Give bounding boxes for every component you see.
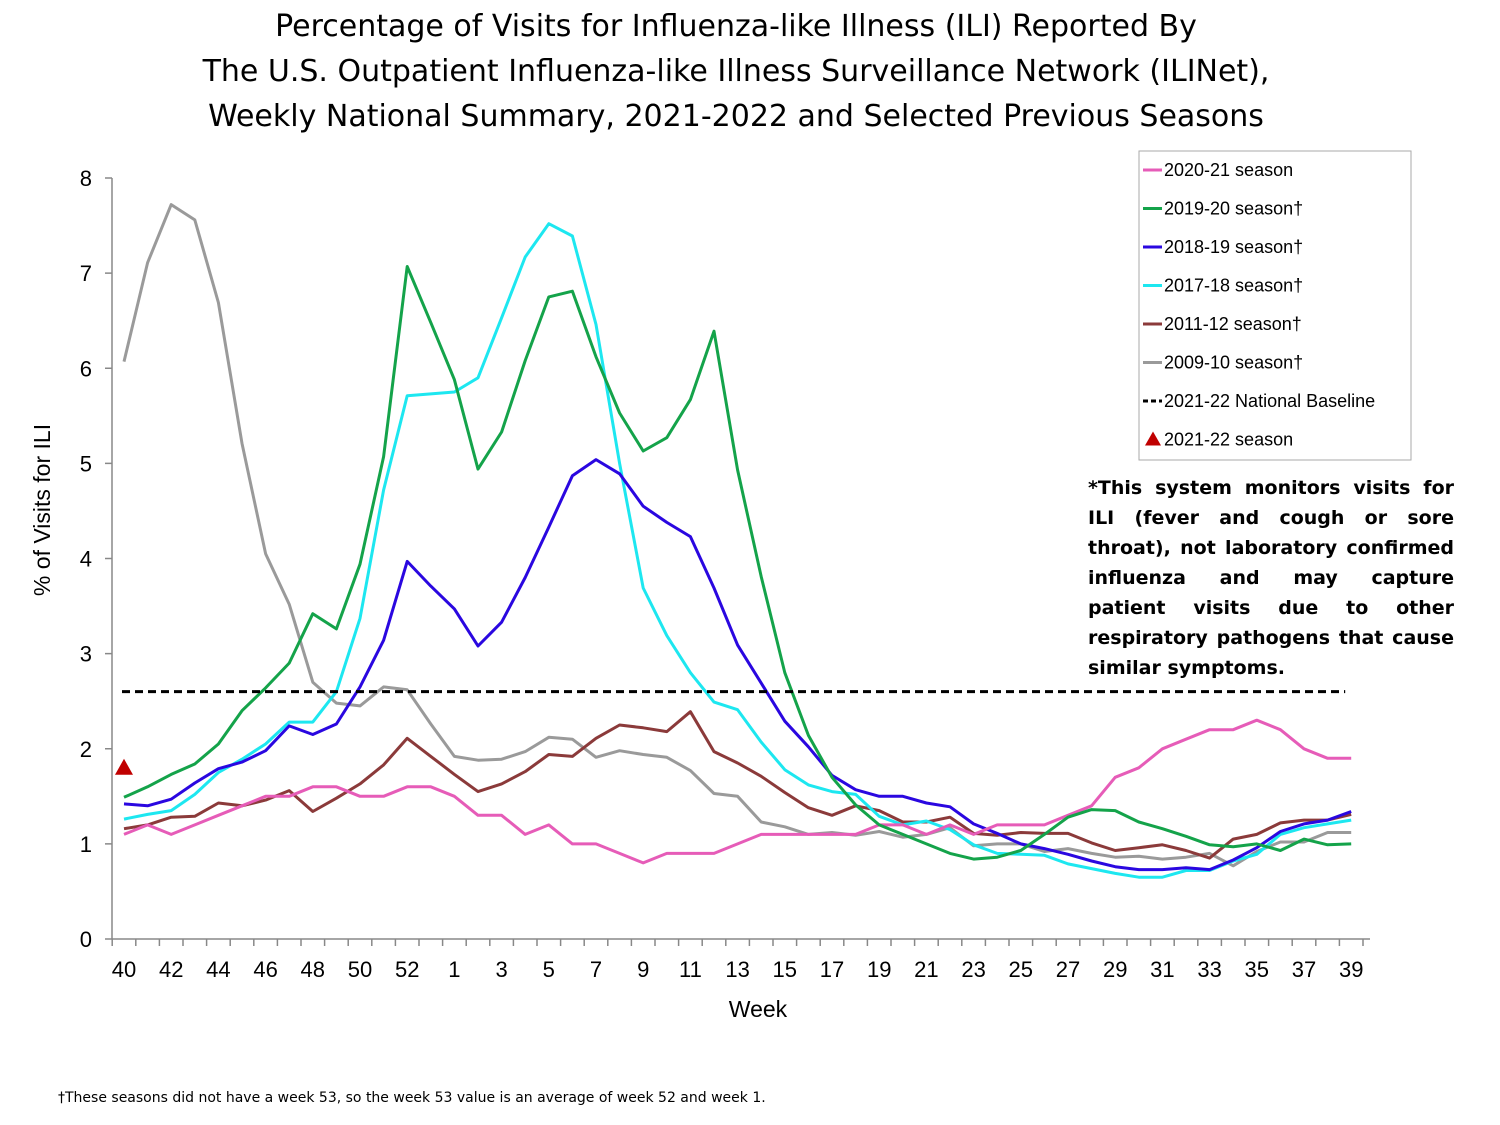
x-tick-label: 9 <box>637 957 649 982</box>
legend-label: 2019-20 season† <box>1164 199 1303 219</box>
series-2021-22-season-point <box>115 758 133 775</box>
legend-label: 2011-12 season† <box>1164 314 1302 334</box>
series-2011-12-season-line <box>123 710 1352 860</box>
series-2019-20-season-line <box>123 265 1352 861</box>
chart-title: Percentage of Visits for Influenza-like … <box>202 9 1270 134</box>
x-tick-label: 21 <box>914 957 938 982</box>
y-tick-label: 2 <box>80 737 92 762</box>
y-tick-label: 7 <box>80 261 92 286</box>
series-2009-10-season-line <box>122 203 1352 868</box>
x-tick-label: 33 <box>1197 957 1221 982</box>
footnote: †These seasons did not have a week 53, s… <box>58 1090 766 1106</box>
x-tick-label: 1 <box>448 957 460 982</box>
x-tick-label: 13 <box>725 957 749 982</box>
x-tick-label: 25 <box>1009 957 1033 982</box>
x-tick-label: 50 <box>348 957 372 982</box>
legend-label: 2020-21 season <box>1164 160 1293 180</box>
x-tick-label: 39 <box>1339 957 1363 982</box>
x-tick-label: 19 <box>867 957 891 982</box>
x-tick-label: 40 <box>112 957 136 982</box>
y-tick-label: 4 <box>80 547 92 572</box>
x-tick-label: 29 <box>1103 957 1127 982</box>
y-tick-label: 1 <box>80 832 92 857</box>
x-tick-label: 42 <box>159 957 183 982</box>
x-axis-title: Week <box>729 996 788 1022</box>
y-tick-label: 0 <box>80 927 92 952</box>
x-tick-label: 5 <box>543 957 555 982</box>
x-tick-label: 17 <box>820 957 844 982</box>
legend-label: 2009-10 season† <box>1164 353 1303 373</box>
annotation-note: *This system monitors visits for ILI (fe… <box>1088 477 1454 679</box>
legend-label: 2021-22 National Baseline <box>1164 391 1375 411</box>
x-tick-label: 31 <box>1150 957 1174 982</box>
x-tick-label: 46 <box>253 957 277 982</box>
x-tick-label: 11 <box>679 957 702 982</box>
legend-label: 2017-18 season† <box>1164 276 1303 296</box>
legend-box <box>1138 150 1412 461</box>
y-tick-label: 5 <box>80 451 92 476</box>
x-tick-label: 52 <box>395 957 419 982</box>
series-lines <box>115 203 1352 879</box>
series-2017-18-season-line <box>123 222 1352 879</box>
x-tick-label: 44 <box>206 957 230 982</box>
x-tick-label: 27 <box>1056 957 1080 982</box>
legend-marker-2021-22-season <box>1145 431 1161 446</box>
x-tick-label: 37 <box>1292 957 1316 982</box>
y-tick-label: 8 <box>80 166 92 191</box>
x-tick-label: 7 <box>590 957 602 982</box>
x-tick-label: 15 <box>773 957 797 982</box>
y-axis-title: % of Visits for ILI <box>29 424 55 596</box>
series-2018-19-season-line <box>123 458 1352 872</box>
legend: 2020-21 season 2019-20 season† 2018-19 sea… <box>1138 150 1412 461</box>
title-line-2: The U.S. Outpatient Influenza-like Illne… <box>202 54 1270 89</box>
legend-label: 2021-22 season <box>1164 430 1293 450</box>
x-tick-label: 3 <box>495 957 507 982</box>
title-line-3: Weekly National Summary, 2021-2022 and S… <box>208 99 1264 134</box>
series-2020-21-season-line <box>123 718 1352 865</box>
y-tick-label: 6 <box>80 356 92 381</box>
title-line-1: Percentage of Visits for Influenza-like … <box>275 9 1197 44</box>
y-tick-label: 3 <box>80 642 92 667</box>
x-tick-label: 35 <box>1245 957 1269 982</box>
legend-label: 2018-19 season† <box>1164 237 1303 257</box>
x-tick-label: 48 <box>301 957 325 982</box>
x-tick-label: 23 <box>961 957 985 982</box>
